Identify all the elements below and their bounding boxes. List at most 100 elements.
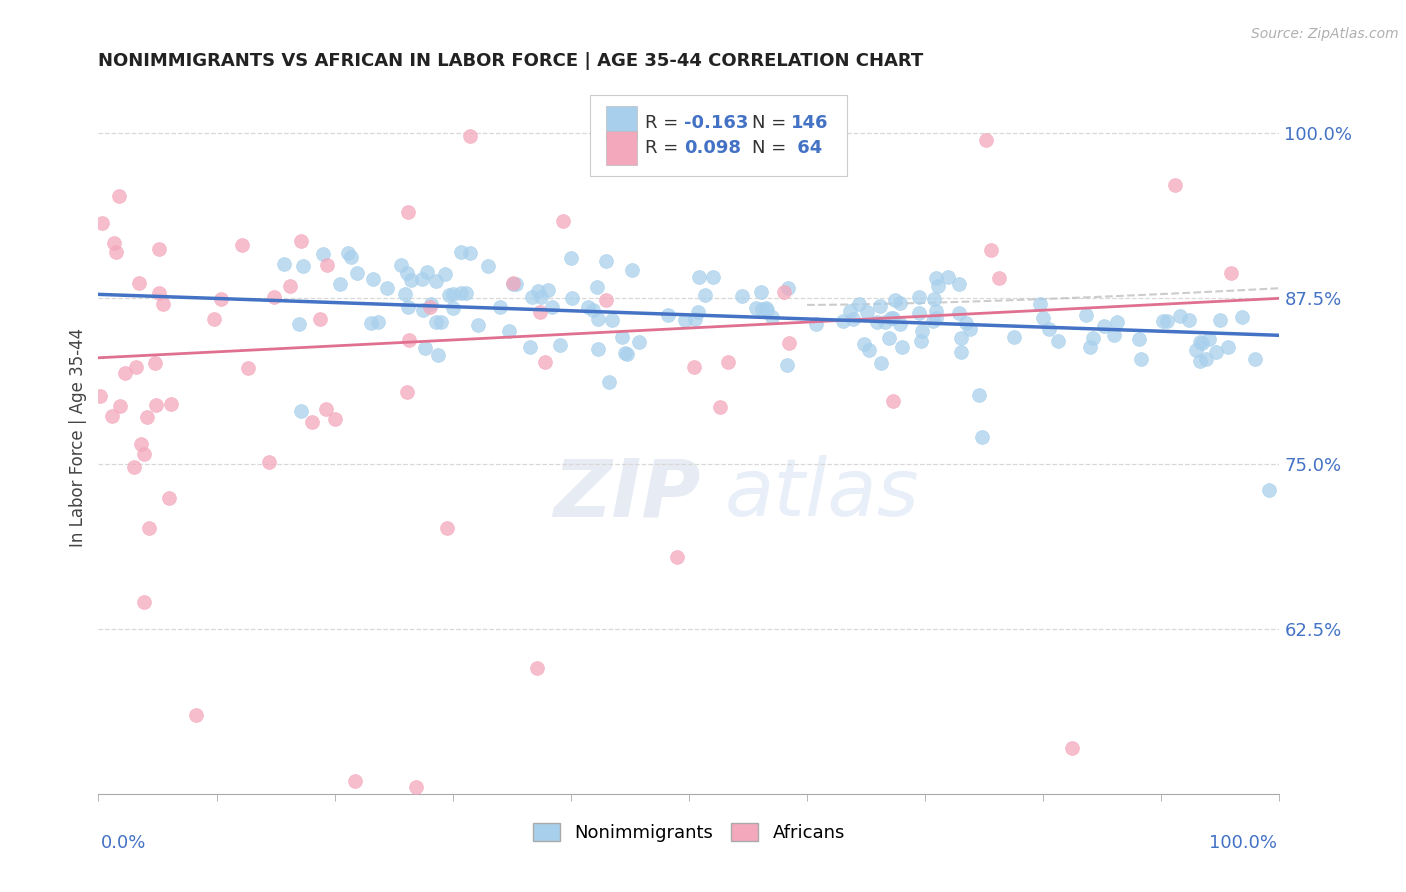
Point [152, 297, 174, 311]
Point [657, 308, 679, 322]
Point [585, 279, 607, 293]
Point [756, 302, 779, 317]
Point [458, 129, 481, 144]
Point [273, 257, 295, 271]
Point [778, 336, 800, 351]
Point [988, 271, 1011, 285]
Point [415, 265, 437, 279]
Point [433, 268, 456, 282]
Point [498, 324, 520, 338]
Text: N =: N = [752, 114, 792, 132]
Point [616, 346, 638, 360]
Point [683, 359, 706, 374]
Point [731, 289, 754, 303]
Point [595, 253, 617, 268]
Point [527, 284, 550, 298]
Point [1218, 340, 1240, 354]
Point [955, 316, 977, 330]
Point [103, 235, 125, 250]
Point [405, 780, 427, 795]
Point [610, 329, 633, 343]
Text: R =: R = [645, 114, 685, 132]
Point [614, 346, 637, 360]
Point [398, 333, 420, 347]
Point [425, 315, 447, 329]
Point [628, 334, 651, 349]
Point [673, 313, 696, 327]
Point [458, 246, 481, 260]
Point [315, 402, 337, 417]
Point [439, 288, 461, 302]
Text: 0.098: 0.098 [685, 139, 741, 157]
Point [425, 274, 447, 288]
Point [526, 661, 548, 675]
Point [1060, 740, 1083, 755]
Point [419, 300, 441, 314]
Point [160, 397, 183, 411]
Point [776, 281, 799, 295]
Point [1156, 314, 1178, 328]
Point [430, 315, 453, 329]
Point [202, 312, 225, 326]
Point [551, 214, 574, 228]
Point [375, 281, 398, 295]
Point [367, 315, 389, 329]
Point [1078, 340, 1101, 354]
Point [749, 285, 772, 299]
Point [959, 321, 981, 335]
Point [974, 133, 997, 147]
Point [1152, 314, 1174, 328]
Point [1029, 297, 1052, 311]
Point [1046, 334, 1069, 348]
Text: R =: R = [645, 139, 685, 157]
Point [541, 301, 564, 315]
Point [1130, 351, 1153, 366]
Text: NONIMMIGRANTS VS AFRICAN IN LABOR FORCE | AGE 35-44 CORRELATION CHART: NONIMMIGRANTS VS AFRICAN IN LABOR FORCE … [98, 53, 924, 70]
Point [124, 460, 146, 475]
Point [530, 290, 553, 304]
Point [1194, 351, 1216, 366]
Point [620, 263, 643, 277]
Point [877, 330, 900, 344]
Point [128, 276, 150, 290]
Point [337, 246, 360, 260]
Point [586, 342, 609, 356]
Point [693, 288, 716, 302]
Point [413, 341, 436, 355]
Point [1205, 345, 1227, 359]
Point [702, 269, 724, 284]
Legend: Nonimmigrants, Africans: Nonimmigrants, Africans [526, 815, 852, 849]
Point [1258, 483, 1281, 497]
Point [110, 399, 132, 413]
Point [688, 304, 710, 318]
Point [1220, 266, 1243, 280]
Point [209, 293, 232, 307]
Point [1191, 335, 1213, 350]
Point [467, 318, 489, 333]
Point [105, 245, 128, 260]
Point [148, 242, 170, 256]
Point [560, 251, 582, 265]
Point [804, 317, 827, 331]
Point [389, 258, 412, 272]
Point [312, 247, 335, 261]
Text: 64: 64 [792, 139, 823, 157]
Point [882, 311, 904, 326]
Point [950, 345, 973, 359]
Point [751, 302, 773, 317]
Point [291, 259, 314, 273]
Text: -0.163: -0.163 [685, 114, 749, 132]
Point [89, 389, 111, 403]
Point [1184, 343, 1206, 358]
Point [889, 295, 911, 310]
Point [450, 286, 472, 301]
Point [436, 521, 458, 535]
Point [921, 314, 943, 328]
Point [184, 707, 207, 722]
Point [502, 277, 524, 292]
Point [972, 430, 994, 444]
Point [441, 287, 464, 301]
Point [134, 595, 156, 609]
Point [101, 409, 124, 424]
Point [399, 272, 422, 286]
